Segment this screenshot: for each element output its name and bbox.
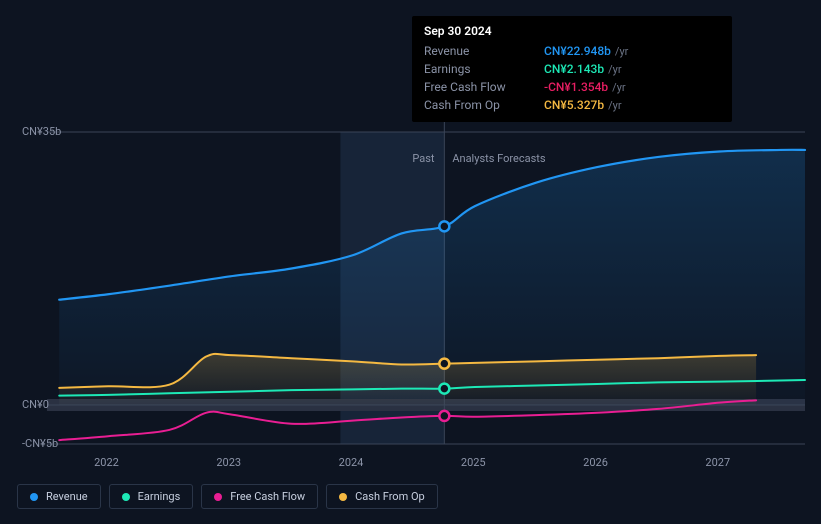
tooltip-unit: /yr: [612, 81, 625, 94]
x-axis-label: 2023: [216, 456, 241, 469]
legend-label: Cash From Op: [355, 490, 425, 503]
x-axis-label: 2025: [461, 456, 486, 469]
x-axis-label: 2027: [705, 456, 730, 469]
y-axis-label: -CN¥5b: [22, 437, 58, 450]
tooltip-rows: Revenue CN¥22.948b/yr Earnings CN¥2.143b/yr…: [424, 42, 720, 114]
tooltip-label: Earnings: [424, 62, 524, 76]
legend-dot-icon: [214, 493, 222, 501]
tooltip-value: CN¥5.327b: [544, 98, 604, 112]
chart-tooltip: Sep 30 2024 RevenueCN¥22.948b/yrEarnings…: [412, 16, 732, 122]
legend-item[interactable]: Earnings: [109, 484, 194, 509]
tooltip-row: Cash From Op CN¥5.327b/yr: [424, 96, 720, 114]
region-forecast-label: Analysts Forecasts: [452, 152, 545, 165]
tooltip-unit: /yr: [608, 99, 621, 112]
legend-item[interactable]: Cash From Op: [326, 484, 438, 509]
tooltip-row: Earnings CN¥2.143b/yr: [424, 60, 720, 78]
chart-svg: [47, 132, 805, 444]
tooltip-label: Revenue: [424, 44, 524, 58]
tooltip-value: CN¥22.948b: [544, 44, 611, 58]
y-axis-label: CN¥35b: [22, 125, 61, 138]
legend-dot-icon: [122, 493, 130, 501]
tooltip-row: Free Cash Flow -CN¥1.354b/yr: [424, 78, 720, 96]
legend-label: Earnings: [138, 490, 181, 503]
legend-dot-icon: [30, 493, 38, 501]
x-axis-label: 2024: [339, 456, 364, 469]
legend-item[interactable]: Free Cash Flow: [201, 484, 318, 509]
legend-item[interactable]: Revenue: [17, 484, 101, 509]
legend-label: Free Cash Flow: [230, 490, 305, 503]
chart-plot-area[interactable]: [47, 132, 805, 444]
x-axis-label: 2022: [94, 456, 119, 469]
tooltip-row: Revenue CN¥22.948b/yr: [424, 42, 720, 60]
legend-dot-icon: [339, 493, 347, 501]
region-past-label: Past: [412, 152, 434, 165]
chart-legend: Revenue Earnings Free Cash Flow Cash From O…: [17, 484, 438, 509]
x-axis-label: 2026: [583, 456, 608, 469]
legend-label: Revenue: [46, 490, 88, 503]
tooltip-value: CN¥2.143b: [544, 62, 604, 76]
tooltip-unit: /yr: [615, 45, 628, 58]
tooltip-unit: /yr: [608, 63, 621, 76]
tooltip-date: Sep 30 2024: [424, 24, 720, 38]
tooltip-value: -CN¥1.354b: [544, 80, 608, 94]
tooltip-label: Free Cash Flow: [424, 80, 524, 94]
tooltip-label: Cash From Op: [424, 98, 524, 112]
y-axis-label: CN¥0: [22, 398, 49, 411]
